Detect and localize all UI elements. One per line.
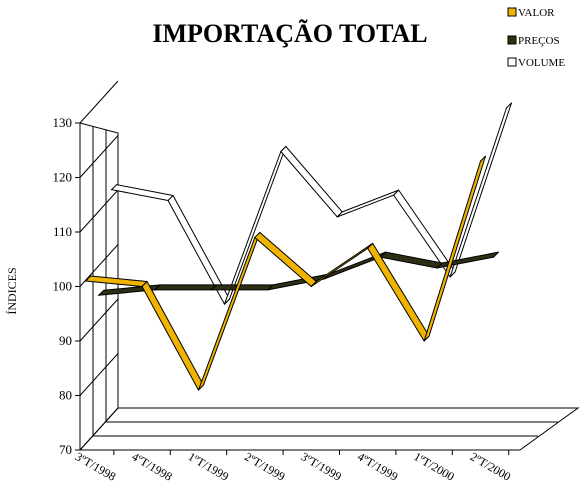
data-point-volume: [111, 189, 113, 191]
legend-swatch-volume: [507, 57, 517, 67]
data-point-valor: [141, 285, 143, 288]
y-depth-line: [79, 244, 119, 287]
left-wall: [79, 122, 119, 451]
y-tick-label: 130: [53, 115, 73, 130]
data-point-volume: [505, 107, 508, 109]
y-depth-line: [79, 135, 119, 178]
data-point-valor: [197, 389, 200, 391]
legend-item-valor: VALOR: [507, 7, 555, 19]
legend-label-volume: VOLUME: [518, 57, 565, 69]
x-tick-label: 4ºT/1998: [129, 449, 174, 483]
series-segment-preços: [267, 273, 330, 291]
data-point-volume: [280, 150, 282, 153]
data-point-preços: [492, 256, 495, 258]
series-segment-volume: [280, 146, 343, 218]
y-tick-label: 80: [59, 388, 72, 403]
series-segment-valor: [254, 231, 317, 287]
series-segment-valor: [423, 155, 487, 342]
series-segment-preços: [436, 251, 500, 269]
x-tick-label: 1ºT/1999: [186, 449, 231, 483]
chart-title: IMPORTAÇÃO TOTAL: [152, 19, 427, 48]
data-point-preços: [267, 289, 269, 291]
series-segment-valor: [197, 231, 261, 391]
x-tick-label: 3ºT/1999: [299, 449, 344, 483]
data-point-valor: [254, 236, 256, 239]
series-valor: [85, 155, 487, 391]
series-segment-volume: [336, 189, 400, 218]
series-segment-volume: [449, 102, 513, 278]
data-point-volume: [449, 276, 451, 278]
series-segment-valor: [141, 281, 204, 391]
series-segment-volume: [111, 184, 174, 202]
series-segment-preços: [380, 251, 443, 269]
x-tick-label: 4ºT/1999: [355, 449, 400, 483]
series-segment-preços: [154, 284, 217, 291]
x-tick-label: 2ºT/2000: [468, 449, 513, 483]
y-depth-line: [79, 80, 119, 124]
data-point-valor: [85, 280, 87, 282]
data-point-volume: [393, 194, 395, 196]
data-point-preços: [98, 294, 100, 296]
y-axis-label: ÍNDICES: [5, 267, 19, 314]
x-tick-label: 3ºT/1998: [73, 449, 118, 483]
data-point-valor: [367, 247, 369, 249]
y-depth-line: [79, 298, 119, 342]
data-point-preços: [154, 289, 156, 291]
legend-item-precos: PREÇOS: [507, 35, 560, 47]
y-tick-label: 90: [59, 333, 72, 348]
y-depth-line: [79, 353, 119, 396]
floor: [80, 407, 580, 451]
series-segment-valor: [85, 275, 148, 287]
data-point-preços: [436, 267, 438, 269]
series-segment-valor: [310, 242, 374, 287]
legend-swatch-precos: [507, 35, 517, 45]
x-axis: 3ºT/1998 4ºT/1998 1ºT/1999 2ºT/1999 3ºT/1999…: [73, 449, 513, 483]
data-point-volume: [336, 216, 338, 218]
y-depth-line: [79, 407, 119, 451]
data-point-volume: [167, 199, 169, 202]
series-lines: [85, 102, 513, 391]
data-point-valor: [310, 285, 312, 288]
legend-item-volume: VOLUME: [507, 57, 565, 69]
x-tick-label: 2ºT/1999: [242, 449, 287, 483]
y-tick-label: 120: [53, 170, 73, 185]
series-segment-preços: [210, 284, 274, 291]
legend-label-valor: VALOR: [518, 7, 555, 19]
series-segment-volume: [223, 146, 287, 305]
y-axis: 70 80 90 100 110 120 130: [53, 80, 119, 457]
series-volume: [111, 102, 513, 305]
y-tick-label: 70: [59, 442, 72, 457]
x-tick-label: 1ºT/2000: [411, 449, 456, 483]
data-point-volume: [223, 303, 226, 305]
legend-label-precos: PREÇOS: [518, 35, 560, 47]
y-tick-label: 110: [53, 224, 72, 239]
data-point-valor: [479, 160, 482, 162]
data-point-valor: [423, 340, 425, 342]
legend: VALOR PREÇOS VOLUME: [507, 7, 565, 69]
legend-swatch-valor: [507, 7, 517, 17]
data-point-preços: [323, 278, 325, 280]
data-point-preços: [210, 289, 213, 291]
y-depth-line: [79, 189, 119, 233]
y-tick-label: 100: [53, 279, 73, 294]
